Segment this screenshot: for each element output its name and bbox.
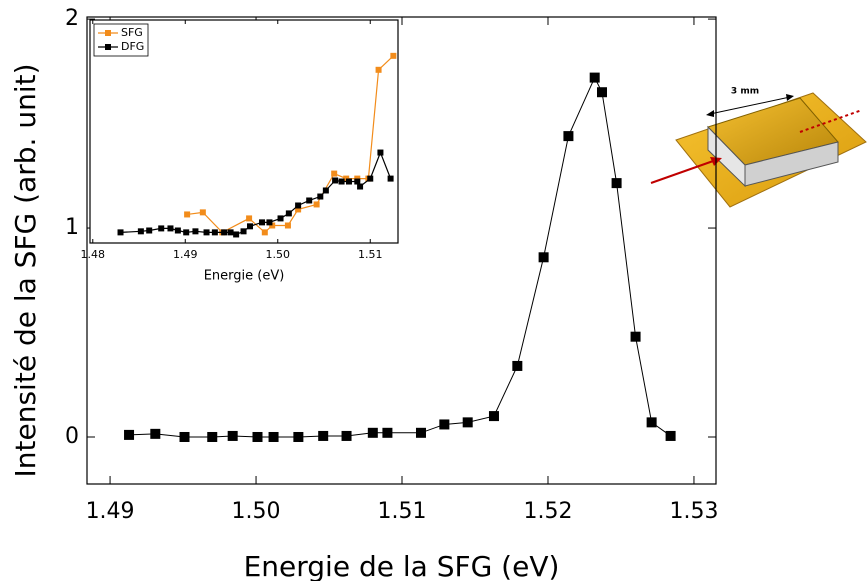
data-point	[203, 229, 210, 236]
x-axis-label: Energie (eV)	[204, 269, 285, 284]
data-point	[318, 430, 329, 441]
data-point	[375, 66, 382, 73]
data-point	[252, 431, 263, 442]
data-point	[199, 209, 206, 216]
y-tick-label: 1	[65, 215, 79, 240]
data-point	[538, 252, 549, 263]
data-point	[338, 178, 345, 185]
data-point	[462, 417, 473, 428]
data-point	[246, 215, 253, 222]
data-point	[488, 411, 499, 422]
data-point	[377, 149, 384, 156]
x-tick-label: 1.53	[669, 499, 718, 524]
x-tick-label: 1.48	[81, 248, 106, 261]
data-point	[630, 331, 641, 342]
x-axis-label: Energie de la SFG (eV)	[244, 550, 560, 581]
data-point	[357, 183, 364, 190]
data-point	[240, 228, 247, 235]
data-point	[322, 187, 329, 194]
data-point	[387, 175, 394, 182]
x-tick-label: 1.51	[378, 499, 427, 524]
data-point	[332, 177, 339, 184]
data-point	[563, 131, 574, 142]
legend-box	[93, 23, 149, 57]
data-point	[284, 222, 291, 229]
x-tick-label: 1.49	[173, 248, 198, 261]
inset-background	[90, 20, 398, 243]
sample-diagram: 3 mm	[650, 87, 867, 208]
data-point	[331, 170, 338, 177]
data-point	[179, 431, 190, 442]
y-tick-label: 0	[65, 424, 79, 449]
data-point	[184, 211, 191, 218]
plot-frame	[89, 19, 399, 244]
data-point	[124, 429, 135, 440]
data-point	[382, 427, 393, 438]
data-point	[589, 72, 600, 83]
legend-marker	[105, 44, 111, 50]
data-point	[233, 231, 240, 238]
dimension-label: 3 mm	[731, 87, 759, 97]
data-point	[117, 229, 124, 236]
data-point	[137, 228, 144, 235]
data-point	[646, 417, 657, 428]
data-point	[221, 229, 228, 236]
data-point	[367, 175, 374, 182]
data-point	[439, 419, 450, 430]
data-point	[317, 193, 324, 200]
data-point	[174, 227, 181, 234]
data-point	[313, 201, 320, 208]
x-tick-label: 1.50	[266, 248, 291, 261]
y-axis-label: Intensité de la SFG (arb. unit)	[9, 64, 42, 478]
data-point	[259, 219, 266, 226]
data-point	[211, 229, 218, 236]
legend-label: DFG	[121, 40, 144, 53]
data-point	[227, 229, 234, 236]
x-tick-label: 1.49	[86, 499, 135, 524]
x-tick-label: 1.50	[232, 499, 281, 524]
data-point	[390, 52, 397, 59]
data-point	[207, 431, 218, 442]
data-point	[596, 87, 607, 98]
data-point	[354, 178, 361, 185]
data-point	[415, 427, 426, 438]
data-point	[306, 197, 313, 204]
data-point	[295, 206, 302, 213]
data-point	[268, 431, 279, 442]
data-point	[247, 223, 254, 230]
legend-marker	[105, 30, 111, 36]
data-point	[183, 229, 190, 236]
data-point	[167, 225, 174, 232]
data-point	[150, 428, 161, 439]
plot-area	[117, 52, 397, 238]
data-point	[295, 202, 302, 209]
y-tick-label: 2	[65, 6, 79, 31]
x-tick-label: 1.52	[523, 499, 572, 524]
plot-area	[124, 72, 676, 442]
data-point	[665, 430, 676, 441]
data-point	[367, 427, 378, 438]
data-point	[158, 225, 165, 232]
data-point	[611, 178, 622, 189]
data-point	[146, 227, 153, 234]
data-point	[269, 222, 276, 229]
data-point	[293, 431, 304, 442]
plot-frame	[86, 16, 717, 485]
data-point	[266, 219, 273, 226]
data-point	[285, 210, 292, 217]
data-point	[227, 430, 238, 441]
data-point	[341, 430, 352, 441]
data-point	[261, 229, 268, 236]
data-point	[192, 228, 199, 235]
legend-label: SFG	[121, 26, 143, 39]
data-point	[345, 178, 352, 185]
data-point	[277, 215, 284, 222]
data-point	[512, 360, 523, 371]
x-tick-label: 1.51	[358, 248, 383, 261]
